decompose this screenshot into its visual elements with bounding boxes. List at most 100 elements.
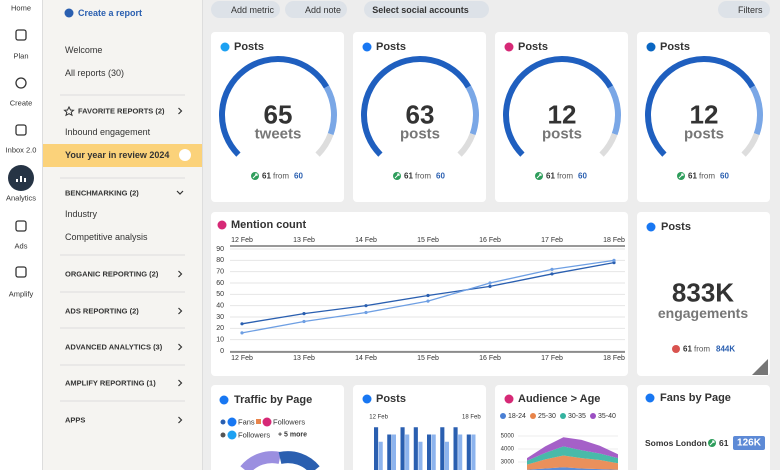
legend-dot: [220, 419, 226, 425]
trend-arrow: [709, 440, 715, 446]
from-label: from: [557, 171, 573, 181]
gauge-arc: [599, 132, 618, 157]
chart-title: Mention count: [231, 219, 307, 231]
toolbar-button[interactable]: [211, 1, 280, 18]
sidebar-link[interactable]: Inbound engagement: [65, 127, 151, 137]
x-tick-label: 16 Feb: [479, 237, 501, 244]
legend-label: 30-35: [568, 413, 586, 420]
bar: [427, 434, 432, 470]
sidebar-link[interactable]: Welcome: [65, 45, 103, 55]
nav-label[interactable]: Ads: [14, 241, 28, 251]
nav-label[interactable]: Home: [10, 3, 32, 13]
point: [364, 304, 368, 308]
nav-label[interactable]: Analytics: [5, 193, 37, 203]
base-value: 844K: [716, 344, 736, 354]
section-title[interactable]: ADS REPORTING (2): [65, 306, 139, 316]
from-label: from: [415, 171, 431, 181]
from-label: from: [273, 171, 289, 181]
y-tick-label: 0: [220, 348, 224, 355]
toolbar-label[interactable]: Select social accounts: [372, 5, 469, 15]
network-icon: [504, 394, 514, 404]
value-badge: [733, 436, 765, 450]
sidebar-link[interactable]: All reports (30): [65, 68, 125, 78]
gauge-arc: [315, 132, 334, 157]
bar: [400, 427, 405, 470]
network-icon: [219, 395, 229, 405]
section-title[interactable]: ORGANIC REPORTING (2): [65, 269, 159, 279]
network-icon: [504, 42, 514, 52]
plus-icon: [64, 8, 74, 18]
sidebar-link[interactable]: Industry: [65, 209, 98, 219]
legend-swatch: [256, 419, 261, 424]
section-title[interactable]: FAVORITE REPORTS (2): [78, 106, 165, 116]
big-unit: engagements: [657, 305, 749, 321]
previous-value: 61: [262, 171, 271, 181]
y-tick-label: 5000: [501, 434, 515, 440]
card: [637, 212, 770, 376]
nav-label[interactable]: Amplify: [8, 289, 34, 299]
x-tick-label: 13 Feb: [293, 237, 315, 244]
network-icon: [362, 394, 372, 404]
warning-corner: [752, 359, 768, 375]
gauge-value: 12: [547, 99, 577, 130]
point: [612, 261, 616, 265]
legend-dot: [220, 432, 226, 438]
nav-icon-bar: [20, 176, 22, 182]
bar: [387, 434, 392, 470]
chevron: [176, 190, 184, 195]
chevron: [178, 107, 183, 115]
toolbar-label[interactable]: Add metric: [231, 5, 275, 15]
toolbar-button[interactable]: [364, 1, 489, 18]
section-title[interactable]: BENCHMARKING (2): [65, 188, 139, 198]
bar: [453, 427, 458, 470]
nav-label[interactable]: Inbox 2.0: [5, 145, 37, 155]
nav-label[interactable]: Plan: [13, 51, 29, 61]
previous-value: 61: [546, 171, 555, 181]
card-title: Posts: [660, 41, 690, 53]
section-title[interactable]: APPS: [65, 415, 86, 425]
bar: [471, 434, 476, 470]
star-icon: [63, 105, 75, 117]
point: [612, 258, 616, 262]
section-title[interactable]: AMPLIFY REPORTING (1): [65, 378, 156, 388]
y-tick-label: 3000: [501, 460, 515, 466]
toolbar-button[interactable]: [285, 1, 347, 18]
card-title: Fans by Page: [660, 392, 731, 404]
bar: [466, 434, 471, 470]
nav-icon: [15, 77, 27, 89]
trend-arrow: [252, 173, 258, 179]
x-tick-label: 15 Feb: [417, 237, 439, 244]
base-value: 60: [294, 171, 303, 181]
gauge-arc: [457, 132, 476, 157]
section-title[interactable]: ADVANCED ANALYTICS (3): [65, 342, 163, 352]
sidebar-link[interactable]: Competitive analysis: [65, 232, 148, 242]
gauge-arc: [361, 56, 472, 157]
toolbar-button[interactable]: [718, 1, 770, 18]
legend-dot: [590, 413, 596, 419]
sidebar-link[interactable]: Your year in review 2024: [65, 150, 170, 160]
toolbar-label[interactable]: Add note: [305, 5, 342, 15]
card-title: Posts: [661, 221, 691, 233]
previous-value: 61: [719, 438, 729, 448]
nav-icon: [15, 29, 27, 41]
chart-title: Audience > Age: [518, 393, 601, 405]
point: [488, 284, 492, 288]
x-tick-label: 18 Feb: [603, 237, 625, 244]
base-value: 60: [578, 171, 587, 181]
legend-label: Followers: [273, 417, 306, 427]
bar: [444, 441, 449, 470]
toolbar-label[interactable]: Filters: [738, 5, 763, 15]
base-value: 60: [720, 171, 729, 181]
x-tick-label: 14 Feb: [355, 355, 377, 362]
create-report[interactable]: Create a report: [78, 8, 143, 18]
x-tick-label: 13 Feb: [293, 355, 315, 362]
gauge-value: 63: [405, 99, 435, 130]
bar: [440, 427, 445, 470]
y-tick-label: 20: [216, 325, 224, 332]
x-tick-label: 12 Feb: [231, 355, 253, 362]
gauge-arc: [465, 85, 479, 136]
point: [550, 267, 554, 271]
bar: [378, 441, 383, 470]
nav-label[interactable]: Create: [9, 98, 33, 108]
card-title: Posts: [376, 41, 406, 53]
